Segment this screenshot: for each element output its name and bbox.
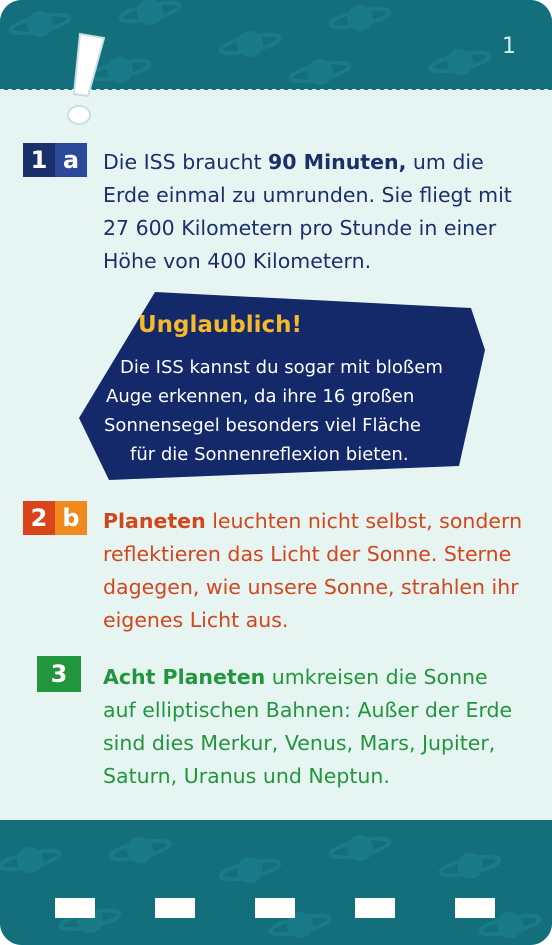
badge-number: 1 bbox=[23, 143, 55, 177]
badge-1a: 1 a bbox=[23, 143, 87, 177]
info-line: Die ISS kannst du sogar mit bloßem bbox=[120, 357, 443, 378]
info-box-title: Unglaublich! bbox=[138, 312, 303, 338]
info-box-text: Die ISS kannst du sogar mit bloßem Auge … bbox=[102, 353, 472, 469]
badge-2b: 2 b bbox=[23, 501, 87, 535]
card-tab bbox=[55, 898, 95, 918]
card-tab bbox=[355, 898, 395, 918]
info-line: für die Sonnenreflexion bieten. bbox=[130, 444, 409, 465]
info-line: Sonnensegel besonders viel Fläche bbox=[104, 415, 421, 436]
page-number: 1 bbox=[502, 34, 516, 59]
badge-number: 2 bbox=[23, 501, 55, 535]
badge-3: 3 bbox=[37, 656, 81, 692]
answer-text-2b: Planeten leuchten nicht selbst, sondern … bbox=[103, 509, 523, 632]
card-tab bbox=[155, 898, 195, 918]
exclamation-icon bbox=[67, 32, 106, 125]
card-tab bbox=[455, 898, 495, 918]
answer-text-3: Acht Planeten umkreisen die Sonne auf el… bbox=[103, 665, 513, 788]
badge-letter: a bbox=[55, 143, 87, 177]
badge-letter: b bbox=[55, 501, 87, 535]
card-tab bbox=[255, 898, 295, 918]
info-line: Auge erkennen, da ihre 16 großen bbox=[106, 386, 415, 407]
info-box-shape bbox=[79, 292, 485, 480]
top-dotted-border bbox=[0, 89, 552, 93]
answer-text-1a: Die ISS braucht 90 Minuten, um die Erde … bbox=[103, 150, 512, 273]
bottom-dotted-border bbox=[0, 816, 552, 820]
badge-number: 3 bbox=[37, 656, 81, 692]
